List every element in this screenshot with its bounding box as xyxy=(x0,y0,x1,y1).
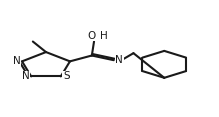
Text: N: N xyxy=(22,71,30,81)
Text: O: O xyxy=(88,31,96,41)
Text: N: N xyxy=(115,55,123,65)
Text: N: N xyxy=(13,56,20,66)
Text: S: S xyxy=(63,71,70,81)
Text: H: H xyxy=(100,31,108,41)
